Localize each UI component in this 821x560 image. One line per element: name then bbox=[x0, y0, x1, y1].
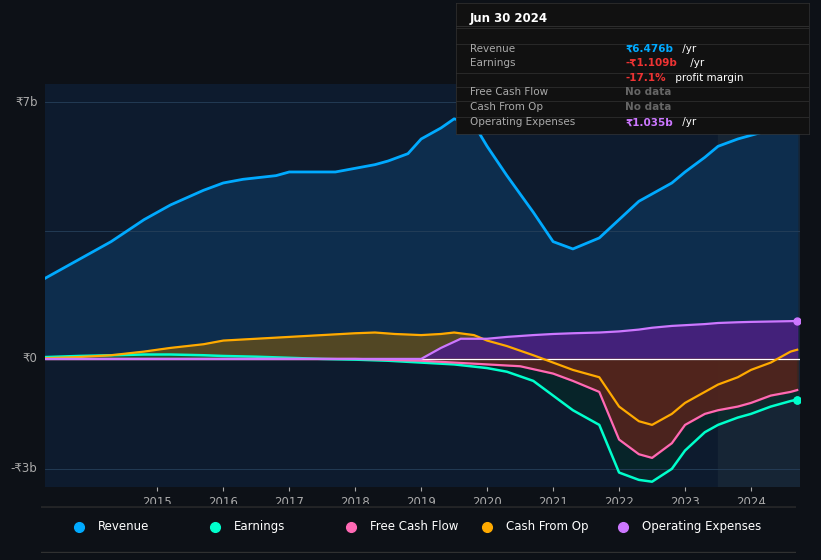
Text: -17.1%: -17.1% bbox=[625, 73, 666, 82]
Text: /yr: /yr bbox=[680, 44, 697, 54]
Text: Operating Expenses: Operating Expenses bbox=[470, 117, 575, 127]
FancyBboxPatch shape bbox=[34, 507, 804, 552]
Text: ₹6.476b: ₹6.476b bbox=[625, 44, 673, 54]
Bar bbox=[718, 84, 800, 487]
Text: Cash From Op: Cash From Op bbox=[506, 520, 588, 533]
Text: /yr: /yr bbox=[687, 58, 704, 68]
Text: Operating Expenses: Operating Expenses bbox=[641, 520, 761, 533]
Text: Revenue: Revenue bbox=[470, 44, 515, 54]
Text: Revenue: Revenue bbox=[98, 520, 149, 533]
Text: /yr: /yr bbox=[680, 117, 697, 127]
Text: -₹1.109b: -₹1.109b bbox=[625, 58, 677, 68]
Text: Cash From Op: Cash From Op bbox=[470, 101, 543, 111]
Text: ₹7b: ₹7b bbox=[15, 96, 38, 109]
Text: -₹3b: -₹3b bbox=[11, 463, 38, 475]
Text: profit margin: profit margin bbox=[672, 73, 743, 82]
Text: Earnings: Earnings bbox=[234, 520, 285, 533]
Text: Free Cash Flow: Free Cash Flow bbox=[369, 520, 458, 533]
Text: ₹0: ₹0 bbox=[23, 352, 38, 366]
Text: Free Cash Flow: Free Cash Flow bbox=[470, 87, 548, 97]
Text: Earnings: Earnings bbox=[470, 58, 516, 68]
Text: No data: No data bbox=[625, 101, 672, 111]
Text: Jun 30 2024: Jun 30 2024 bbox=[470, 12, 548, 25]
Text: ₹1.035b: ₹1.035b bbox=[625, 117, 673, 127]
Text: No data: No data bbox=[625, 87, 672, 97]
